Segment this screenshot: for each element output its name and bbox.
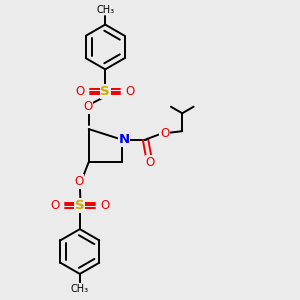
Text: S: S	[75, 199, 85, 212]
Text: O: O	[100, 199, 109, 212]
Text: O: O	[125, 85, 135, 98]
Text: O: O	[76, 85, 85, 98]
Text: N: N	[118, 133, 130, 146]
Text: O: O	[83, 100, 92, 113]
Text: O: O	[146, 156, 155, 169]
Text: O: O	[50, 199, 60, 212]
Text: O: O	[74, 175, 83, 188]
Text: CH₃: CH₃	[96, 5, 114, 15]
Text: CH₃: CH₃	[71, 284, 89, 294]
Text: O: O	[160, 127, 169, 140]
Text: S: S	[100, 85, 110, 98]
